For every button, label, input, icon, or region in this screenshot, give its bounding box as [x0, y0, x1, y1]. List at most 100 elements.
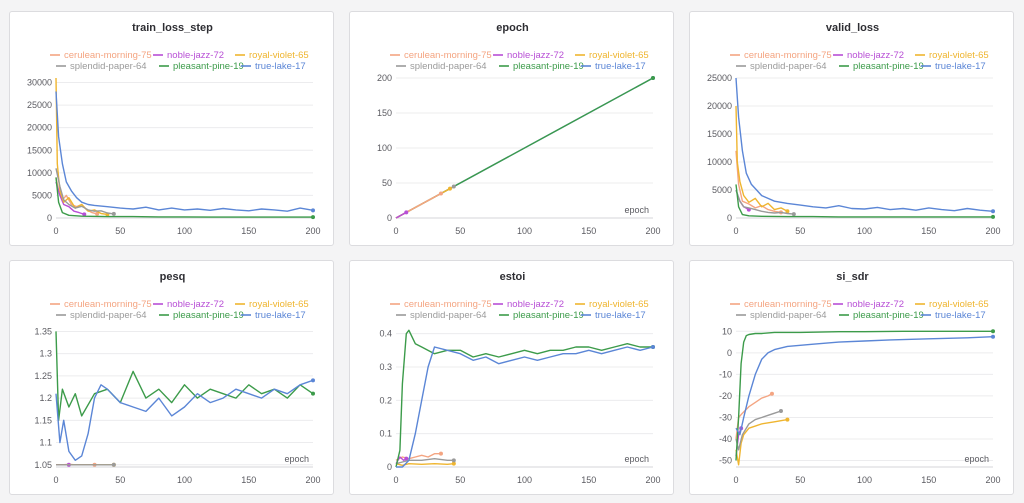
legend-item[interactable]: splendid-paper-64	[736, 310, 827, 321]
legend-label: royal-violet-65	[249, 299, 309, 310]
series-line-royal-violet-65[interactable]	[735, 105, 788, 212]
x-tick-label: 200	[305, 226, 320, 236]
x-tick-label: 0	[733, 475, 738, 485]
x-tick-label: 50	[795, 475, 805, 485]
x-tick-label: 200	[645, 226, 660, 236]
legend-item[interactable]: noble-jazz-72	[833, 50, 904, 61]
series-line-pleasant-pine-19[interactable]	[395, 329, 653, 468]
legend-label: true-lake-17	[595, 61, 646, 72]
legend-item[interactable]: true-lake-17	[581, 61, 646, 72]
series-line-splendid-paper-64[interactable]	[395, 457, 454, 465]
legend-item[interactable]: pleasant-pine-19	[159, 310, 244, 321]
chart-title: valid_loss	[826, 22, 879, 34]
y-tick-label: 0	[727, 348, 732, 358]
y-tick-label: 25000	[27, 100, 52, 110]
y-tick-label: 5000	[712, 185, 732, 195]
legend-label: noble-jazz-72	[847, 299, 904, 310]
legend-item[interactable]: cerulean-morning-75	[730, 50, 832, 61]
legend-item[interactable]: true-lake-17	[921, 310, 986, 321]
series-line-pleasant-pine-19[interactable]	[735, 184, 993, 218]
series-line-cerulean-morning-75[interactable]	[735, 150, 782, 214]
legend-item[interactable]: cerulean-morning-75	[390, 299, 492, 310]
series-end-point	[447, 186, 452, 191]
legend-label: splendid-paper-64	[750, 310, 827, 321]
x-tick-label: 100	[177, 226, 192, 236]
legend-item[interactable]: pleasant-pine-19	[839, 61, 924, 72]
y-tick-label: 1.2	[39, 393, 52, 403]
series-end-point	[991, 214, 995, 219]
series-line-true-lake-17[interactable]	[735, 77, 994, 212]
legend-item[interactable]: royal-violet-65	[575, 299, 649, 310]
x-tick-label: 100	[177, 475, 192, 485]
series-line-true-lake-17[interactable]	[396, 346, 654, 468]
series-end-point	[651, 345, 655, 349]
x-tick-label: 50	[795, 226, 805, 236]
legend-item[interactable]: cerulean-morning-75	[50, 50, 152, 61]
series-end-point	[311, 208, 315, 213]
legend-item[interactable]: royal-violet-65	[235, 50, 309, 61]
series-line-pleasant-pine-19[interactable]	[55, 177, 313, 218]
series-line-pleasant-pine-19[interactable]	[55, 331, 314, 422]
legend-item[interactable]: noble-jazz-72	[493, 299, 564, 310]
x-tick-label: 150	[241, 226, 256, 236]
series-line-cerulean-morning-75[interactable]	[395, 452, 441, 461]
legend-label: cerulean-morning-75	[64, 299, 152, 310]
legend-label: true-lake-17	[935, 310, 986, 321]
legend-item[interactable]: splendid-paper-64	[56, 310, 147, 321]
y-tick-label: 50	[382, 178, 392, 188]
series-line-splendid-paper-64[interactable]	[735, 410, 782, 451]
chart-panel-estoi: estoi cerulean-morning-75 noble-jazz-72 roy…	[349, 260, 674, 495]
y-tick-label: 1.3	[39, 349, 52, 359]
x-tick-label: 150	[581, 226, 596, 236]
legend-item[interactable]: pleasant-pine-19	[499, 310, 584, 321]
legend-item[interactable]: splendid-paper-64	[396, 310, 487, 321]
y-tick-label: 1.1	[39, 438, 52, 448]
legend-item[interactable]: noble-jazz-72	[153, 299, 224, 310]
x-tick-label: 0	[393, 475, 398, 485]
series-line-true-lake-17[interactable]	[735, 336, 994, 436]
legend-item[interactable]: true-lake-17	[241, 61, 306, 72]
series-end-point	[451, 461, 456, 466]
legend-item[interactable]: splendid-paper-64	[396, 61, 487, 72]
series-line-true-lake-17[interactable]	[55, 91, 314, 212]
legend-item[interactable]: noble-jazz-72	[493, 50, 564, 61]
legend-item[interactable]: royal-violet-65	[575, 50, 649, 61]
y-tick-label: 100	[377, 143, 392, 153]
legend-item[interactable]: cerulean-morning-75	[730, 299, 832, 310]
legend-item[interactable]: noble-jazz-72	[833, 299, 904, 310]
series-line-royal-violet-65[interactable]	[395, 462, 454, 467]
legend-item[interactable]: true-lake-17	[581, 310, 646, 321]
legend-item[interactable]: pleasant-pine-19	[159, 61, 244, 72]
legend-label: true-lake-17	[255, 310, 306, 321]
legend-item[interactable]: noble-jazz-72	[153, 50, 224, 61]
legend-item[interactable]: cerulean-morning-75	[390, 50, 492, 61]
legend-item[interactable]: true-lake-17	[921, 61, 986, 72]
legend-item[interactable]: pleasant-pine-19	[839, 310, 924, 321]
series-end-point	[404, 210, 409, 215]
series-line-splendid-paper-64[interactable]	[55, 168, 114, 215]
series-line-royal-violet-65[interactable]	[55, 77, 108, 216]
series-line-royal-violet-65[interactable]	[735, 418, 788, 466]
legend-item[interactable]: royal-violet-65	[915, 299, 989, 310]
legend-label: pleasant-pine-19	[513, 310, 584, 321]
series-line-true-lake-17[interactable]	[55, 379, 314, 462]
legend-item[interactable]: pleasant-pine-19	[499, 61, 584, 72]
chart-title: pesq	[160, 271, 186, 283]
y-tick-label: 20000	[27, 123, 52, 133]
legend-item[interactable]: royal-violet-65	[915, 50, 989, 61]
chart-svg-valid_loss: valid_loss cerulean-morning-75 noble-jazz-…	[707, 22, 1001, 236]
legend-item[interactable]: splendid-paper-64	[56, 61, 147, 72]
legend-item[interactable]: true-lake-17	[241, 310, 306, 321]
x-tick-label: 150	[921, 226, 936, 236]
legend-item[interactable]: splendid-paper-64	[736, 61, 827, 72]
series-line-pleasant-pine-19[interactable]	[735, 330, 993, 461]
y-tick-label: 1.15	[34, 415, 52, 425]
series-end-point	[785, 417, 790, 422]
series-line-noble-jazz-72[interactable]	[55, 181, 85, 216]
legend-item[interactable]: cerulean-morning-75	[50, 299, 152, 310]
legend-item[interactable]: royal-violet-65	[235, 299, 309, 310]
y-tick-label: 10	[722, 326, 732, 336]
series-line-splendid-paper-64[interactable]	[735, 189, 794, 215]
x-tick-label: 150	[581, 475, 596, 485]
